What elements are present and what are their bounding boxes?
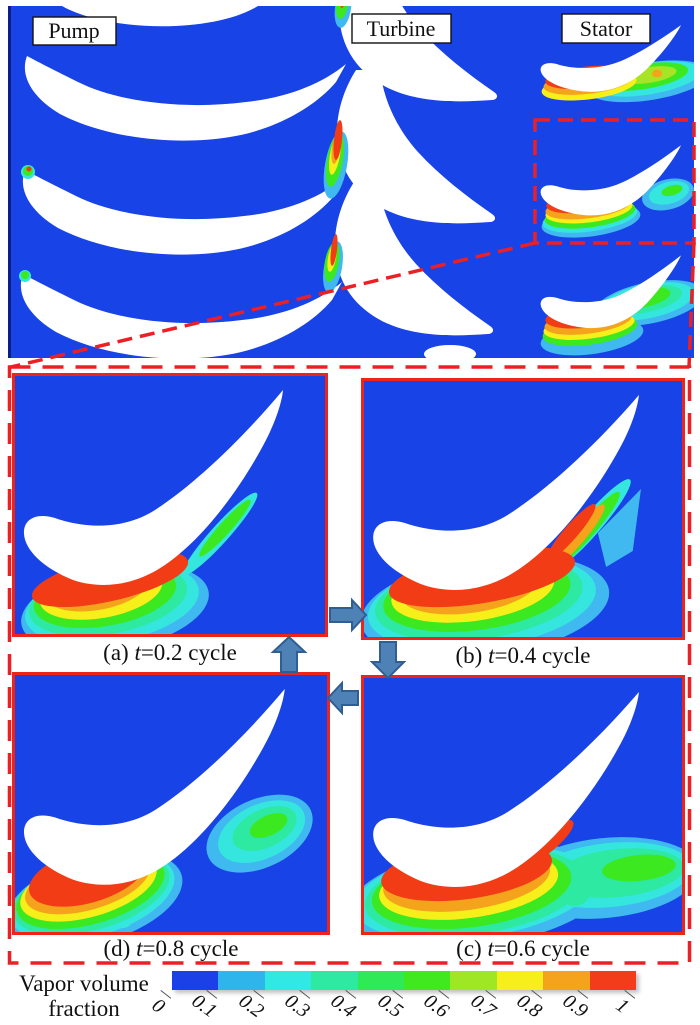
- colorbar-tick-label: 0.1: [187, 989, 221, 1023]
- panel-a-contour: [15, 376, 325, 634]
- colorbar-segment: [218, 971, 265, 990]
- colorbar-title: Vapor volume fraction: [4, 971, 164, 1022]
- colorbar-tick-label: 0.4: [326, 989, 360, 1023]
- panel-d: [12, 672, 330, 935]
- colorbar-segment: [543, 971, 590, 990]
- overview-contour-image: Pump Turbine Stator: [8, 6, 694, 358]
- pump-label-box: Pump: [32, 16, 117, 46]
- pump-label: Pump: [48, 18, 99, 43]
- caption-panel-d: (d) t=0.8 cycle: [103, 936, 239, 961]
- panel-c: [361, 675, 685, 935]
- colorbar-segment: [172, 971, 219, 990]
- cycle-arrow-left-icon: [326, 680, 359, 716]
- caption-panel-c: (c) t=0.6 cycle: [456, 936, 590, 961]
- overview-left-edge: [8, 6, 11, 358]
- panel-b: [361, 378, 685, 640]
- panel-b-contour: [364, 381, 682, 637]
- colorbar-title-line2: fraction: [48, 995, 120, 1021]
- panel-d-contour: [15, 675, 327, 932]
- stator-label-box: Stator: [561, 13, 651, 44]
- colorbar-tick-label: 0.5: [373, 989, 407, 1023]
- panel-a: [12, 373, 328, 637]
- colorbar-title-line1: Vapor volume: [19, 971, 149, 996]
- colorbar-tick-label: 0.9: [558, 989, 592, 1023]
- stator-blades: [540, 25, 694, 356]
- stator-label: Stator: [580, 16, 633, 41]
- colorbar-segment: [404, 971, 451, 990]
- stator-row-3: [540, 255, 694, 356]
- colorbar-segment: [311, 971, 358, 990]
- colorbar-tick-label: 0.8: [512, 989, 546, 1023]
- stator-row-1: [540, 25, 694, 103]
- colorbar-segment: [450, 971, 497, 990]
- colorbar-tick-label: 0.2: [234, 989, 268, 1023]
- caption-panel-b: (b) t=0.4 cycle: [455, 643, 591, 668]
- colorbar-tick-label: 0.3: [280, 989, 314, 1023]
- colorbar: [172, 971, 637, 990]
- colorbar-segment: [496, 971, 544, 990]
- panel-c-contour: [364, 678, 682, 932]
- caption-panel-a: (a) t=0.2 cycle: [103, 640, 237, 665]
- colorbar-tick-label: 1: [611, 994, 633, 1018]
- colorbar-segment: [589, 971, 637, 990]
- colorbar-segment: [264, 971, 312, 990]
- turbine-label-box: Turbine: [351, 13, 452, 44]
- colorbar-area: 0 0.1 0.2 0.3 0.4 0.5 0.6 0.7 0.8 0.9 1: [148, 969, 685, 1025]
- colorbar-tick-label: 0.7: [466, 989, 500, 1023]
- colorbar-tick-label: 0.6: [419, 989, 453, 1023]
- turbine-label: Turbine: [367, 16, 436, 41]
- colorbar-segment: [357, 971, 405, 990]
